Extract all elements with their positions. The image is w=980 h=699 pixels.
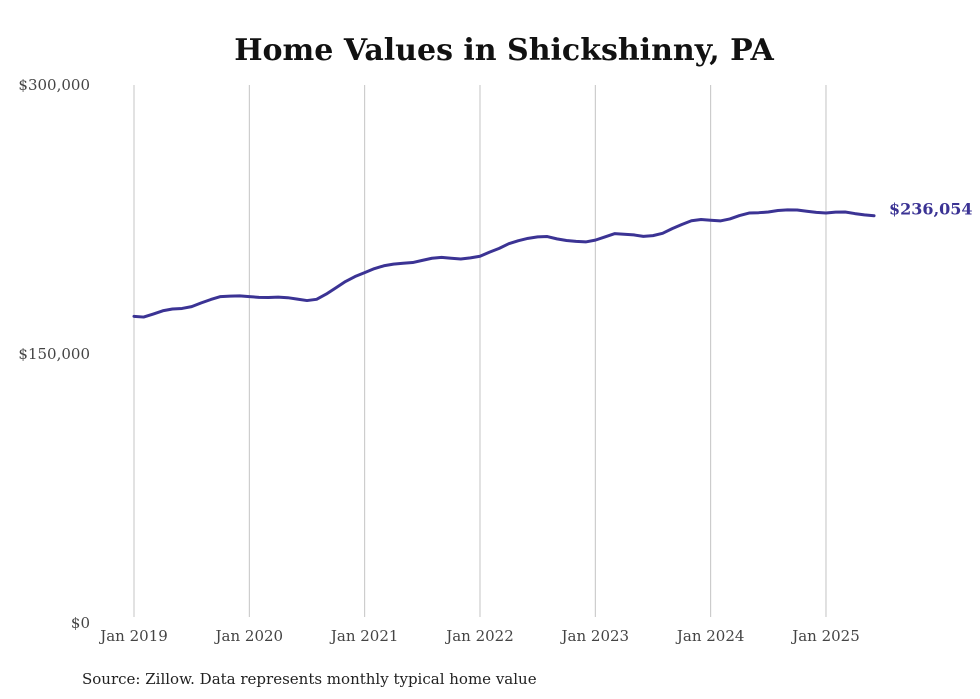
x-tick-label: Jan 2020 (214, 627, 284, 645)
y-tick-label: $300,000 (18, 76, 90, 94)
y-tick-label: $150,000 (18, 345, 90, 363)
x-tick-label: Jan 2019 (98, 627, 168, 645)
y-tick-label: $0 (71, 614, 90, 632)
x-tick-label: Jan 2024 (675, 627, 745, 645)
series-line (132, 208, 876, 319)
source-note: Source: Zillow. Data represents monthly … (82, 670, 537, 688)
x-tick-label: Jan 2025 (790, 627, 860, 645)
x-tick-label: Jan 2021 (329, 627, 399, 645)
x-tick-label: Jan 2022 (444, 627, 514, 645)
y-axis-ticks: $0 $150,000 $300,000 (18, 76, 90, 632)
series-layer (132, 208, 876, 319)
end-value-label: $236,054 (889, 200, 973, 219)
x-axis-ticks: Jan 2019 Jan 2020 Jan 2021 Jan 2022 Jan 2023… (98, 627, 860, 645)
chart-title: Home Values in Shickshinny, PA (234, 33, 774, 68)
grid-lines (133, 85, 827, 617)
x-tick-label: Jan 2023 (560, 627, 630, 645)
